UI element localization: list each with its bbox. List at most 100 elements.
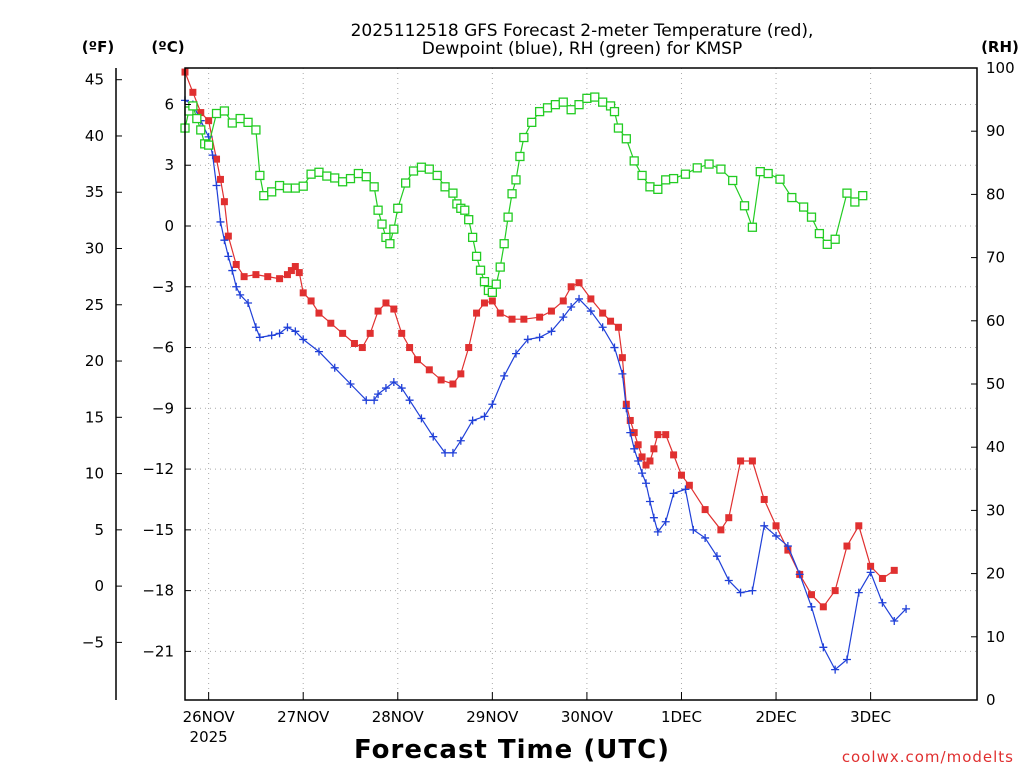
dewpoint-point <box>511 349 520 358</box>
2-meter-temperature-point <box>737 457 745 465</box>
rh-point <box>274 180 285 191</box>
2-meter-temperature-point <box>299 289 307 297</box>
rh-point <box>460 205 470 215</box>
rh-point <box>219 106 230 116</box>
rh-point <box>337 177 348 187</box>
dewpoint-point <box>842 655 851 664</box>
2-meter-temperature-point <box>232 260 240 268</box>
dewpoint-point <box>220 236 229 245</box>
dewpoint-point <box>291 327 300 336</box>
rh-point <box>814 228 825 239</box>
2-meter-temperature-point <box>536 313 544 321</box>
rh-point <box>716 164 726 174</box>
rh-point <box>416 162 427 172</box>
dewpoint-point <box>630 444 639 453</box>
2-meter-temperature-point <box>748 457 756 465</box>
plot-frame <box>184 67 978 701</box>
dewpoint-point <box>807 602 816 611</box>
dewpoint-point <box>649 513 658 522</box>
dewpoint-point <box>638 469 647 478</box>
rh-point <box>582 93 592 103</box>
celsius-tick-label: −9 <box>152 399 174 417</box>
dewpoint-point <box>866 568 875 577</box>
2-meter-temperature-point <box>252 271 260 279</box>
dewpoint-point <box>795 570 804 579</box>
dewpoint-point <box>712 552 721 561</box>
2-meter-temperature-point <box>189 88 197 96</box>
rh-point <box>728 175 738 186</box>
rh-point <box>487 287 497 298</box>
rh-point <box>467 232 478 243</box>
dewpoint-point <box>208 151 217 160</box>
rh-point <box>858 191 868 201</box>
2-meter-temperature-point <box>559 297 567 305</box>
2-meter-temperature-point <box>382 299 390 307</box>
dewpoint-point <box>586 307 595 316</box>
celsius-tick-label: −12 <box>142 460 174 478</box>
rh-point <box>590 92 600 102</box>
2-meter-temperature-point <box>634 441 642 449</box>
rh-point <box>393 203 403 213</box>
dewpoint-point <box>236 290 245 299</box>
rh-point <box>613 123 624 133</box>
rh-point <box>566 105 576 115</box>
rh-point <box>196 125 206 135</box>
2-meter-temperature-point <box>291 263 299 271</box>
x-tick-year-label: 2025 <box>190 728 228 746</box>
rh-point <box>471 251 482 261</box>
rh-point <box>787 192 797 203</box>
axes-layer: 630−3−6−9−12−15−18−21454035302520151050−… <box>82 59 1015 746</box>
dewpoint-point <box>216 217 225 226</box>
rh-point <box>822 239 832 249</box>
rh-point <box>188 101 198 111</box>
dewpoint-point <box>283 323 292 332</box>
fahrenheit-tick-label: 30 <box>85 240 104 258</box>
rh-line <box>184 96 864 294</box>
dewpoint-point <box>559 313 568 322</box>
rh-point <box>499 239 509 249</box>
fahrenheit-tick-label: 45 <box>85 71 104 89</box>
rh-point <box>314 167 324 177</box>
dewpoint-point <box>890 617 899 625</box>
rh-point <box>609 106 620 117</box>
chart-title-line-1: 2025112518 GFS Forecast 2-meter Temperat… <box>351 21 814 41</box>
rh-point <box>507 189 517 199</box>
2-meter-temperature-point <box>575 279 583 287</box>
x-tick-label: 29NOV <box>466 708 519 726</box>
rh-point <box>775 174 785 184</box>
rh-point <box>550 100 561 110</box>
dewpoint-point <box>417 414 426 423</box>
2-meter-temperature-point <box>480 299 488 307</box>
rh-tick-label: 0 <box>986 691 996 709</box>
dewpoint-point <box>389 377 398 386</box>
dewpoint-point <box>681 485 690 494</box>
rh-point <box>401 178 411 188</box>
rh-point <box>661 175 671 185</box>
2-meter-temperature-point <box>520 315 528 323</box>
fahrenheit-tick-label: 40 <box>85 127 104 145</box>
2-meter-temperature-point <box>220 198 228 206</box>
2-meter-temperature-point <box>685 481 693 489</box>
x-axis-title: Forecast Time (UTC) <box>354 735 670 765</box>
2-meter-temperature-point <box>457 370 465 378</box>
2-meter-temperature-point <box>831 587 839 595</box>
rh-tick-label: 80 <box>986 185 1005 203</box>
fahrenheit-tick-label: 20 <box>85 352 104 370</box>
2-meter-temperature-point <box>213 155 221 163</box>
dewpoint-point <box>622 404 631 413</box>
dewpoint-point <box>448 448 457 457</box>
rh-point <box>385 239 395 249</box>
2-meter-temperature-point <box>366 329 374 337</box>
dewpoint-point <box>212 181 221 190</box>
rh-point <box>322 171 332 181</box>
rh-point <box>369 182 379 192</box>
dewpoint-point <box>255 333 264 342</box>
rh-tick-label: 60 <box>986 312 1005 330</box>
dewpoint-point <box>523 335 532 344</box>
2-meter-temperature-point <box>567 283 575 291</box>
rh-point <box>542 103 553 113</box>
rh-point <box>475 265 486 275</box>
2-meter-temperature-point <box>216 175 224 183</box>
2-meter-temperature-point <box>650 445 658 453</box>
celsius-tick-label: −6 <box>152 339 174 357</box>
